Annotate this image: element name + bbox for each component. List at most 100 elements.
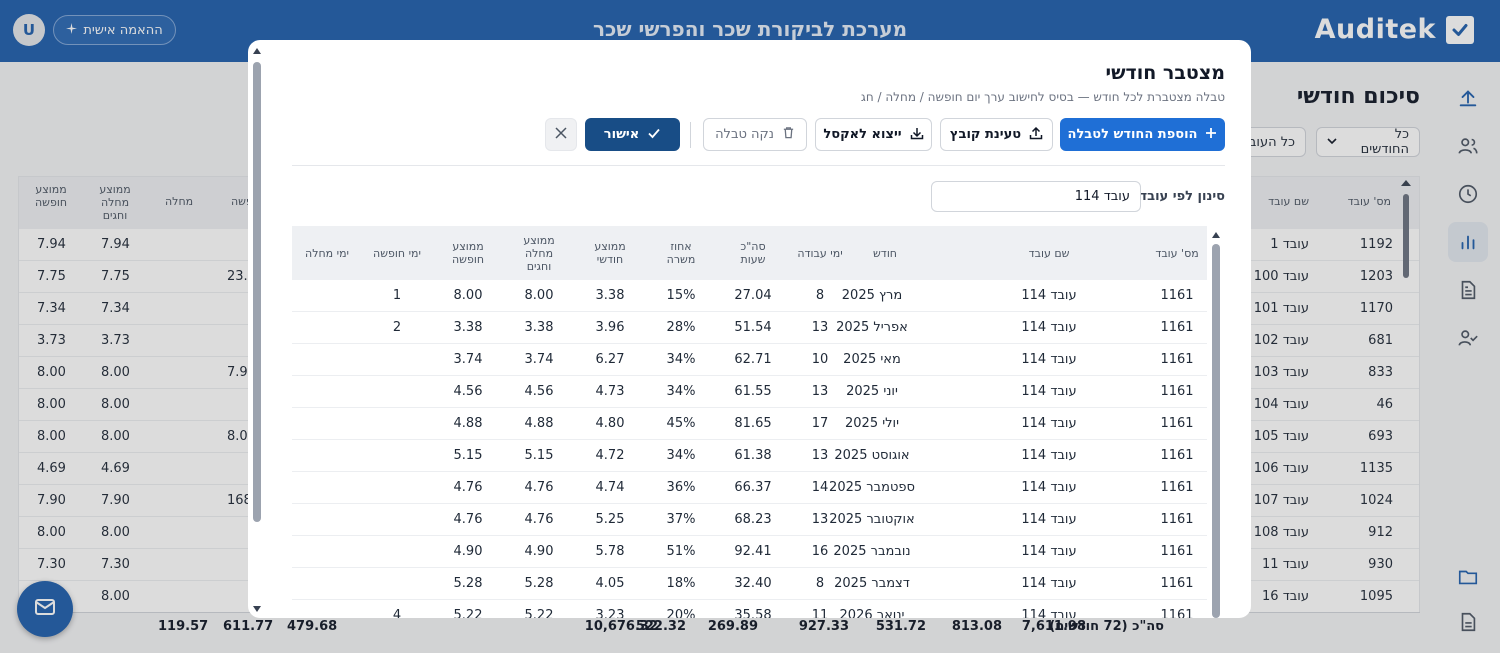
cell-name: עובד 114	[1021, 512, 1077, 527]
cell-avg-sh: 4.90	[524, 544, 554, 559]
table-row[interactable]: 1161 עובד 114 מאי 2025 10 62.71 34% 6.27 3.74 3.…	[292, 344, 1207, 376]
cell-id: 1161	[1160, 416, 1194, 431]
table-row[interactable]: 1161 עובד 114 אוקטובר 2025 13 68.23 37% 5.25 4.…	[292, 504, 1207, 536]
cell-avg-sick: 7.90	[101, 493, 130, 508]
header-work-days: ימי עבודה	[797, 246, 843, 260]
cell-id: 1170	[1359, 301, 1393, 316]
cell-fte: 34%	[666, 352, 696, 367]
cell-avg-m: 3.38	[595, 288, 625, 303]
cell-name: עובד 101	[1253, 301, 1309, 316]
cell-month: אפריל 2025	[836, 320, 908, 335]
export-excel-button[interactable]: ייצוא לאקסל	[815, 118, 932, 151]
cell-work-days: 8	[815, 288, 825, 303]
cell-id: 1161	[1160, 608, 1194, 618]
table-row[interactable]: 1161 עובד 114 דצמבר 2025 8 32.40 18% 4.05 5.28 5…	[292, 568, 1207, 600]
cell-hours: 62.71	[734, 352, 772, 367]
cell-avg-m: 4.74	[595, 480, 625, 495]
mail-icon	[33, 595, 57, 623]
checkmark-logo-icon	[1446, 15, 1474, 44]
table-row[interactable]: 1161 עובד 114 אפריל 2025 13 51.54 28% 3.96 3.38…	[292, 312, 1207, 344]
close-icon	[555, 126, 567, 143]
cell-hours: 61.55	[734, 384, 772, 399]
chevron-down-icon	[1327, 135, 1337, 150]
cell-fte: 20%	[666, 608, 696, 618]
load-file-button[interactable]: טעינת קובץ	[940, 118, 1053, 151]
cell-id: 681	[1368, 333, 1393, 348]
cell-name: עובד 107	[1253, 493, 1309, 508]
dialog-scrollbar[interactable]	[250, 42, 264, 616]
cell-id: 1161	[1160, 384, 1194, 399]
cell-avg-sick: 7.94	[101, 237, 130, 252]
cell-avg-sick: 7.34	[101, 301, 130, 316]
table-row[interactable]: 1161 עובד 114 מרץ 2025 8 27.04 15% 3.38 8.00 8.0…	[292, 280, 1207, 312]
cell-avg-sh: 4.76	[524, 512, 554, 527]
cell-month: מאי 2025	[843, 352, 901, 367]
cell-month: נובמבר 2025	[833, 544, 911, 559]
bar-chart-icon[interactable]	[1448, 222, 1488, 262]
month-filter-select[interactable]: כל החודשים	[1316, 127, 1420, 157]
header-avg-vacation: ממוצע חופשה	[451, 240, 485, 266]
table-row[interactable]: 1161 עובד 114 יולי 2025 17 81.65 45% 4.80 4.88 4…	[292, 408, 1207, 440]
clear-table-button[interactable]: נקה טבלה	[703, 118, 807, 151]
clock-icon[interactable]	[1448, 174, 1488, 214]
cell-work-days: 8	[815, 576, 825, 591]
cell-vac: 1	[392, 288, 402, 303]
cell-id: 1135	[1359, 461, 1393, 476]
cell-avg-sh: 8.00	[524, 288, 554, 303]
cell-avg-sick: 8.00	[101, 525, 130, 540]
cell-name: עובד 105	[1253, 429, 1309, 444]
brand-logo[interactable]: Auditek	[1315, 14, 1474, 45]
personal-settings-button[interactable]: ההאמה אישית	[53, 15, 176, 45]
avatar[interactable]: U	[13, 14, 45, 46]
cell-work-days: 14	[811, 480, 829, 495]
user-check-icon[interactable]	[1448, 318, 1488, 358]
cell-work-days: 17	[811, 416, 829, 431]
cell-avg-vac: 4.69	[37, 461, 66, 476]
cell-name: עובד 114	[1021, 448, 1077, 463]
cell-avg-m: 3.96	[595, 320, 625, 335]
total-value: 522.32	[635, 619, 686, 634]
cell-name: עובד 114	[1021, 288, 1077, 303]
table-row[interactable]: 1161 עובד 114 יוני 2025 13 61.55 34% 4.73 4.56 4…	[292, 376, 1207, 408]
folder-icon[interactable]	[1448, 557, 1488, 597]
cell-fte: 37%	[666, 512, 696, 527]
header-employee-id: מס' עובד	[1347, 195, 1391, 208]
file-icon[interactable]	[1448, 602, 1488, 642]
cell-name: עובד 114	[1021, 384, 1077, 399]
monthly-table-scrollbar[interactable]	[1210, 228, 1222, 618]
navigation-rail	[1436, 62, 1500, 653]
add-month-button[interactable]: הוספת החודש לטבלה	[1060, 118, 1225, 151]
cell-fte: 51%	[666, 544, 696, 559]
cell-name: עובד 1	[1270, 237, 1309, 252]
table-row[interactable]: 1161 עובד 114 ספטמבר 2025 14 66.37 36% 4.74 4.7…	[292, 472, 1207, 504]
cell-avg-vac: 8.00	[37, 397, 66, 412]
users-icon[interactable]	[1448, 126, 1488, 166]
upload-icon[interactable]	[1448, 78, 1488, 118]
header-employee-name: שם עובד	[1028, 246, 1070, 260]
cell-avg-m: 4.73	[595, 384, 625, 399]
confirm-button[interactable]: אישור	[585, 118, 680, 151]
cell-avg-sick: 4.69	[101, 461, 130, 476]
contact-fab-button[interactable]	[17, 581, 73, 637]
monthly-table: מס' עובד שם עובד חודש ימי עבודה סה"כ שעו…	[292, 226, 1207, 618]
cell-fte: 15%	[666, 288, 696, 303]
monthly-table-header: מס' עובד שם עובד חודש ימי עבודה סה"כ שעו…	[292, 226, 1207, 280]
total-value: 119.57	[158, 619, 209, 634]
table-row[interactable]: 1161 עובד 114 ינואר 2026 11 35.58 20% 3.23 5.22…	[292, 600, 1207, 618]
document-icon[interactable]	[1448, 270, 1488, 310]
total-value: 10,676.32	[584, 619, 658, 634]
table-row[interactable]: 1161 עובד 114 נובמבר 2025 16 92.41 51% 5.78 4.9…	[292, 536, 1207, 568]
cell-avg-sh: 5.15	[524, 448, 554, 463]
cell-month: ינואר 2026	[839, 608, 905, 618]
cell-id: 46	[1376, 397, 1393, 412]
cell-id: 1203	[1359, 269, 1393, 284]
cell-avg-v: 4.76	[453, 512, 483, 527]
header-total-hours: סה"כ שעות	[740, 240, 766, 266]
header-fte-percent: אחוז משרה	[666, 240, 696, 266]
employee-filter-input[interactable]	[931, 181, 1141, 212]
close-button[interactable]	[545, 118, 577, 151]
header-employee-id: מס' עובד	[1155, 246, 1199, 260]
employee-filter-value: כל העוב	[1248, 134, 1295, 150]
table-row[interactable]: 1161 עובד 114 אוגוסט 2025 13 61.38 34% 4.72 5.1…	[292, 440, 1207, 472]
cell-name: עובד 16	[1262, 589, 1309, 604]
